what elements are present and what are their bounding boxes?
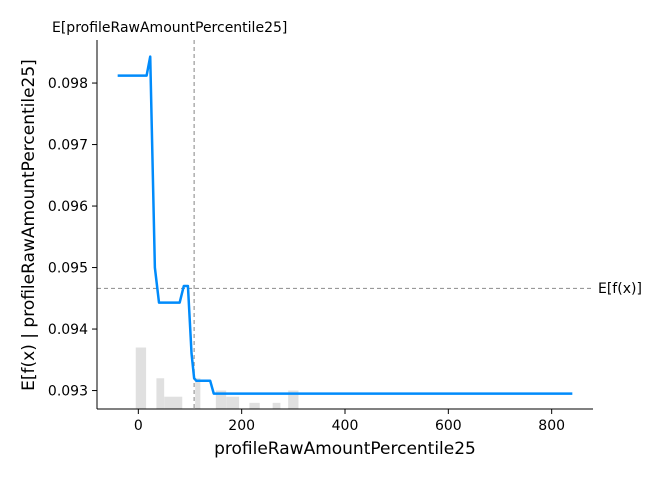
- dependence-line: [117, 55, 573, 395]
- y-tick-label: 0.096: [48, 199, 88, 215]
- axes: [96, 40, 593, 410]
- histogram-bar: [156, 378, 165, 409]
- y-tick-label: 0.097: [48, 138, 88, 154]
- y-ticks: 0.093 0.094 0.095 0.096 0.097 0.098: [48, 76, 97, 400]
- histogram-bar: [249, 402, 260, 409]
- y-tick-label: 0.095: [48, 261, 88, 277]
- histogram-bar: [135, 347, 147, 409]
- y-tick-label: 0.098: [48, 76, 88, 92]
- y-tick-label: 0.093: [48, 384, 88, 400]
- x-axis-label: profileRawAmountPercentile25: [214, 439, 476, 459]
- histogram-bar: [174, 396, 183, 409]
- x-tick-label: 600: [435, 418, 462, 434]
- reference-lines: [97, 40, 593, 409]
- histogram-bar: [272, 402, 281, 409]
- histogram-bar: [288, 390, 299, 409]
- feature-histogram: [135, 347, 299, 409]
- histogram-bar: [164, 396, 175, 409]
- y-axis-label: E[f(x) | profileRawAmountPercentile25]: [19, 59, 39, 391]
- expected-x-label: E[profileRawAmountPercentile25]: [52, 20, 287, 36]
- x-tick-label: 0: [134, 418, 143, 434]
- x-tick-label: 800: [538, 418, 565, 434]
- histogram-bar: [215, 390, 227, 409]
- x-tick-label: 400: [332, 418, 359, 434]
- x-tick-label: 200: [228, 418, 255, 434]
- dependence-line-group: [117, 55, 573, 395]
- expected-fx-label: E[f(x)]: [598, 281, 642, 297]
- y-tick-label: 0.094: [48, 322, 88, 338]
- x-ticks: 0 200 400 600 800: [134, 409, 565, 434]
- histogram-bar: [226, 396, 240, 409]
- histogram-bar: [195, 378, 201, 409]
